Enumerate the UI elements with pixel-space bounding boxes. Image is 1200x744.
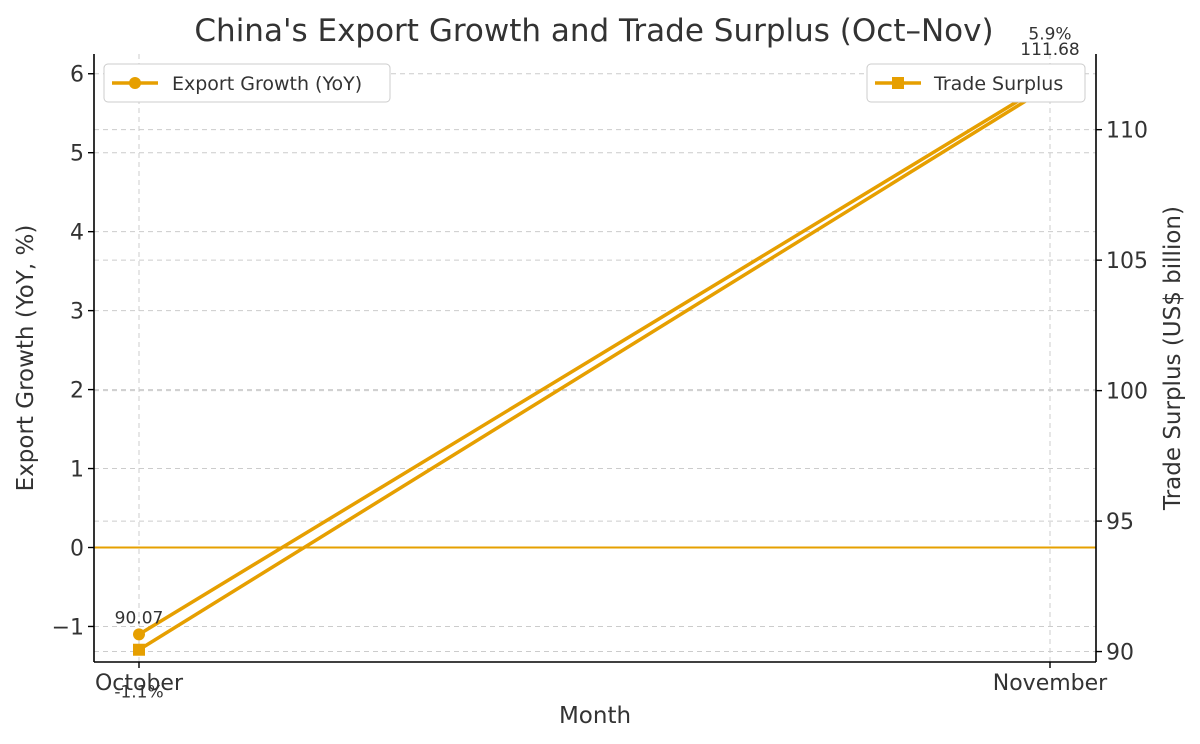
plot-area: -1.1% 5.9% 90.07 111.68 xyxy=(114,25,1079,703)
point-trade-surplus xyxy=(133,643,145,656)
data-label-trade-surplus: 90.07 xyxy=(115,609,164,629)
x-axis-label: Month xyxy=(559,703,631,729)
tick-label-left: 6 xyxy=(70,63,84,88)
legend-export-growth: Export Growth (YoY) xyxy=(103,63,391,103)
tick-label-left: 0 xyxy=(70,537,84,562)
tick-label-left: 5 xyxy=(70,142,84,167)
right-y-ticks: 90 95 100 105 110 xyxy=(1096,119,1148,666)
data-label-trade-surplus: 111.68 xyxy=(1020,40,1079,60)
series-line-trade-surplus xyxy=(138,84,1051,652)
legend-circle-marker xyxy=(129,77,141,89)
legend-square-marker xyxy=(892,77,904,89)
tick-label-right: 105 xyxy=(1106,249,1148,274)
data-label-export-growth: -1.1% xyxy=(114,682,163,702)
tick-label-left: 3 xyxy=(70,300,84,325)
right-y-axis-label: Trade Surplus (US$ billion) xyxy=(1160,206,1186,511)
tick-label-right: 100 xyxy=(1106,380,1148,405)
legend-trade-surplus: Trade Surplus xyxy=(866,63,1086,103)
tick-label-right: 110 xyxy=(1106,119,1148,144)
left-y-ticks: −1 0 1 2 3 4 5 6 xyxy=(52,63,94,640)
legend-label-export-growth: Export Growth (YoY) xyxy=(172,73,362,95)
legend-box xyxy=(103,63,391,103)
data-label-export-growth: 5.9% xyxy=(1028,25,1071,45)
tick-label-left: 4 xyxy=(70,221,84,246)
axes xyxy=(93,54,1097,663)
point-export-growth xyxy=(133,628,145,641)
left-y-axis-label: Export Growth (YoY, %) xyxy=(13,225,39,492)
tick-label-x: October xyxy=(95,671,184,696)
x-ticks: October November xyxy=(95,662,1108,696)
tick-label-left: 2 xyxy=(70,379,84,404)
tick-label-right: 95 xyxy=(1106,510,1134,535)
tick-label-left: −1 xyxy=(52,615,84,640)
legend-label-trade-surplus: Trade Surplus xyxy=(933,73,1063,95)
legend-box xyxy=(866,63,1086,103)
chart-title: China's Export Growth and Trade Surplus … xyxy=(194,13,993,49)
tick-label-x: November xyxy=(993,671,1108,696)
tick-label-left: 1 xyxy=(70,458,84,483)
series-line-export-growth xyxy=(138,80,1051,636)
tick-label-right: 90 xyxy=(1106,641,1134,666)
